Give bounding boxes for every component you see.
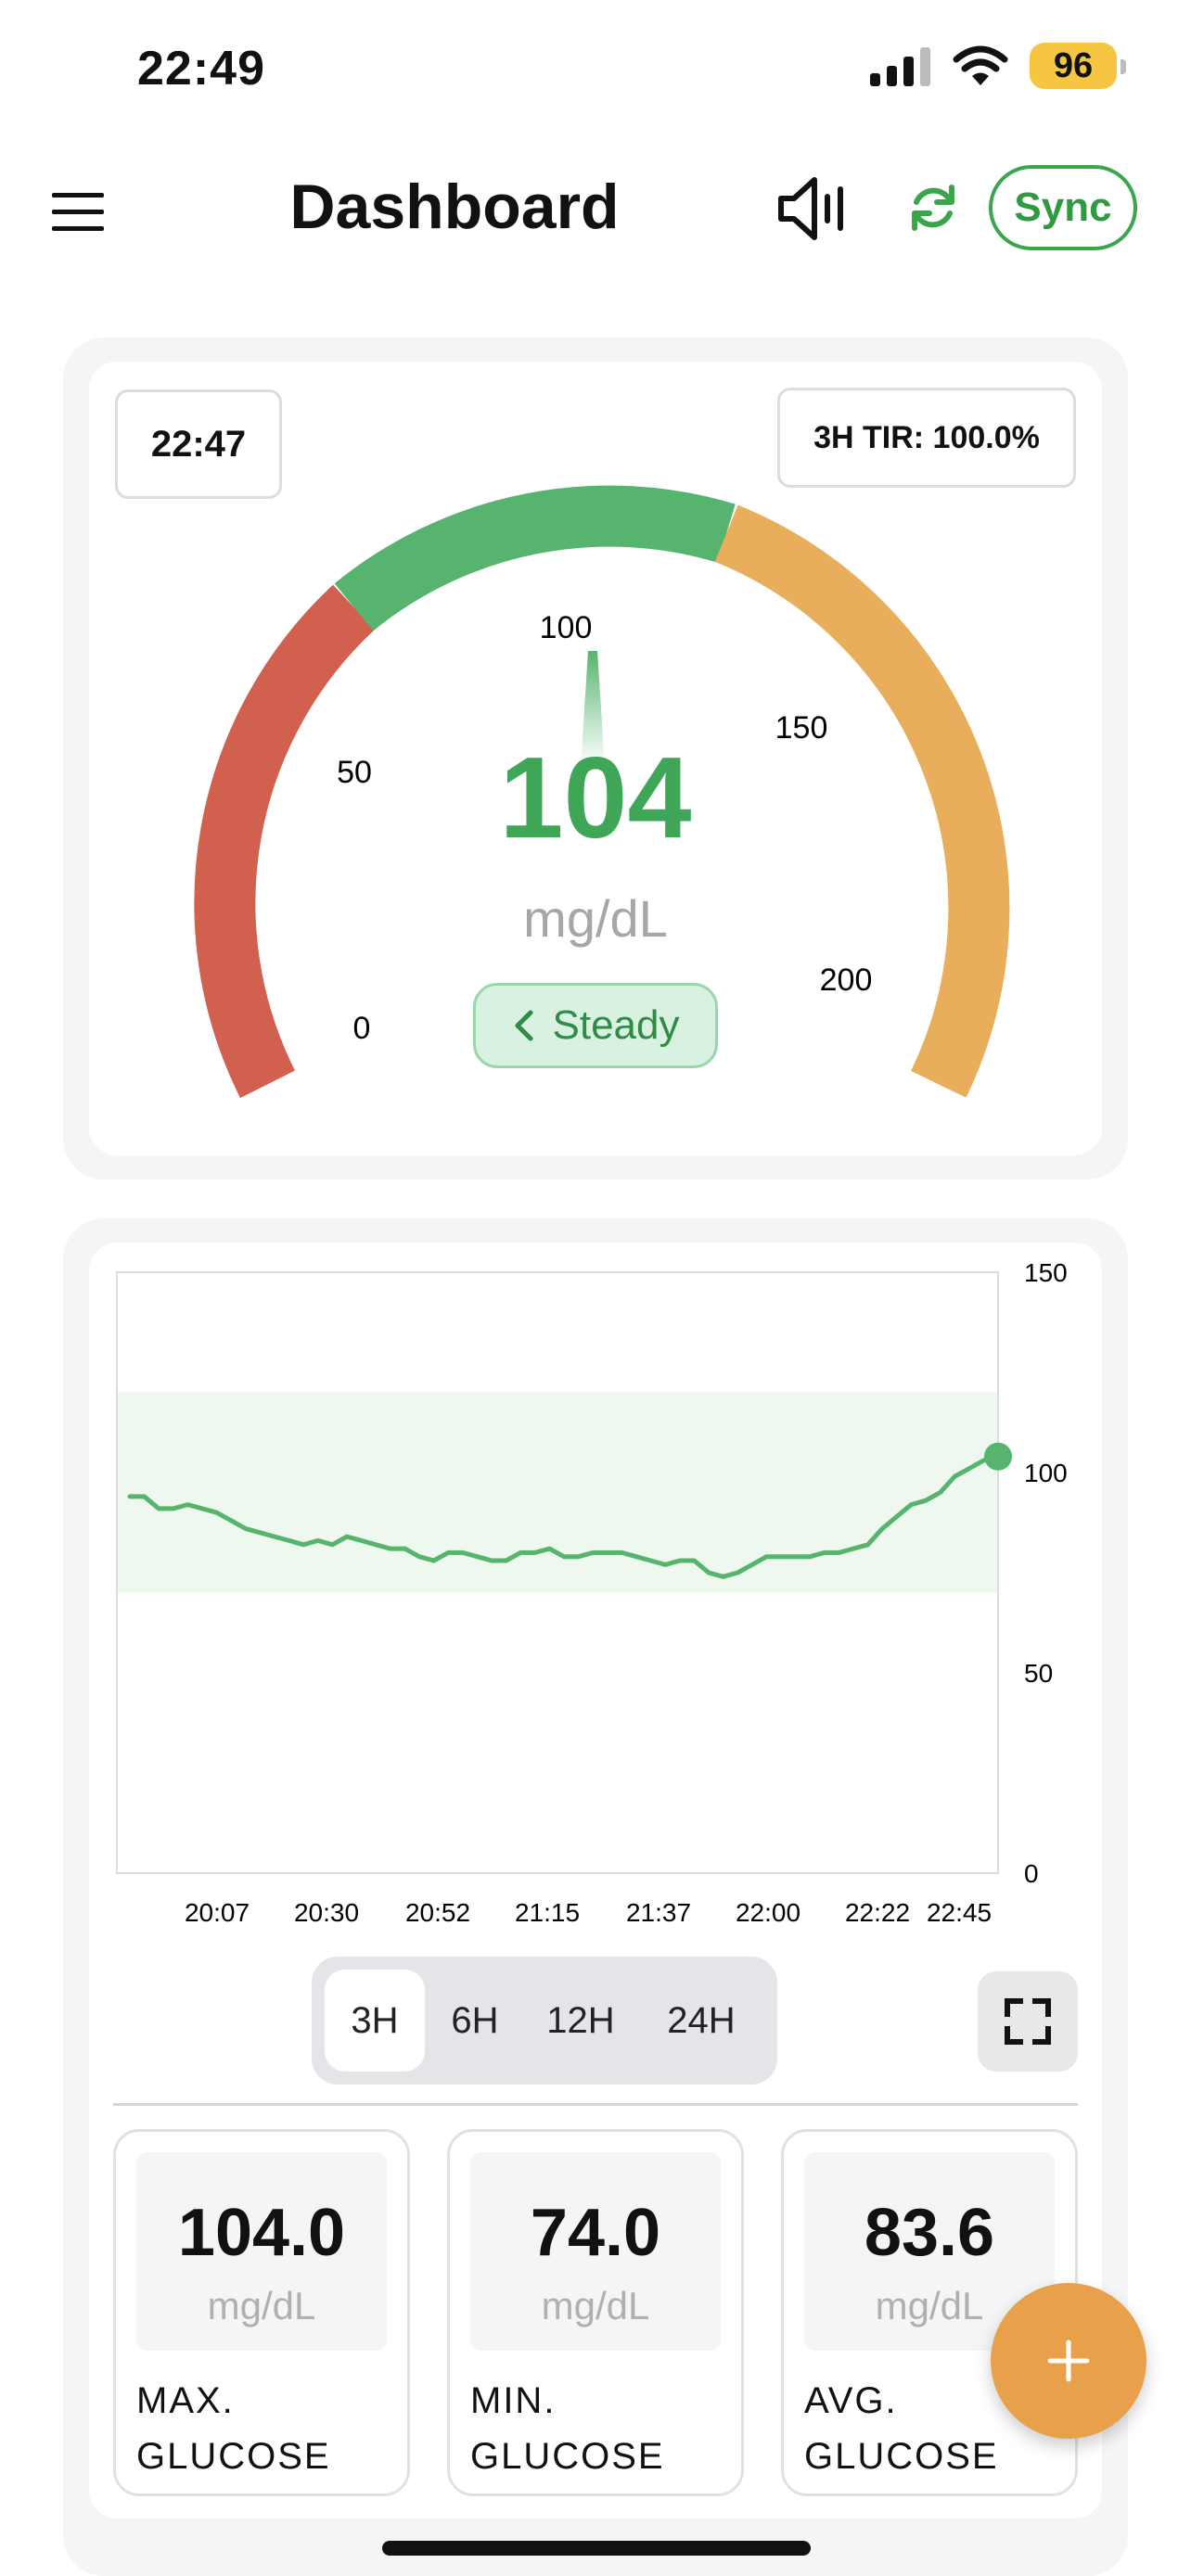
stat-value-box: 104.0 mg/dL — [136, 2152, 387, 2351]
plus-icon — [1047, 2340, 1090, 2382]
glucose-series-line — [127, 1454, 1001, 1579]
home-indicator — [382, 2541, 811, 2556]
stat-card-min: 74.0 mg/dL MIN. GLUCOSE — [447, 2129, 744, 2496]
gauge-needle — [581, 651, 605, 766]
max-glucose-value: 104.0 — [177, 2196, 346, 2270]
tab-12h[interactable]: 12H — [546, 1999, 615, 2041]
reading-time: 22:47 — [115, 389, 282, 499]
y-tick-label: 100 — [1024, 1459, 1068, 1487]
stat-value-box: 83.6 mg/dL — [804, 2152, 1055, 2351]
sync-button[interactable]: Sync — [989, 165, 1137, 250]
speaker-icon[interactable] — [775, 174, 848, 243]
hamburger-icon[interactable] — [52, 193, 104, 232]
stat-card-max: 104.0 mg/dL MAX. GLUCOSE — [113, 2129, 410, 2496]
gauge-tick-50: 50 — [337, 755, 372, 790]
time-range-selector: 3H 6H 12H 24H — [312, 1957, 777, 2085]
refresh-icon[interactable] — [905, 180, 961, 236]
gauge-tick-150: 150 — [775, 710, 828, 746]
min-glucose-label: MIN. GLUCOSE — [470, 2380, 665, 2477]
x-tick-label: 21:37 — [626, 1898, 691, 1927]
gauge-tick-100: 100 — [540, 610, 593, 645]
fullscreen-button[interactable] — [978, 1971, 1078, 2072]
status-time: 22:49 — [137, 42, 265, 96]
x-tick-label: 22:45 — [927, 1898, 992, 1927]
status-icons: 96 — [870, 43, 1126, 89]
max-glucose-label: MAX. GLUCOSE — [136, 2380, 331, 2477]
fullscreen-icon — [1005, 1998, 1051, 2045]
glucose-gauge: 0 50 100 150 200 — [194, 485, 1010, 1099]
glucose-unit: mg/dL — [523, 889, 668, 948]
stat-value-box: 74.0 mg/dL — [470, 2152, 721, 2351]
battery-indicator: 96 — [1030, 43, 1126, 89]
min-glucose-unit: mg/dL — [541, 2284, 650, 2327]
x-tick-label: 20:52 — [405, 1898, 470, 1927]
target-range-band — [118, 1392, 997, 1593]
glucose-chart: 150 100 50 0 20:07 20:30 20:52 21:15 21:37 22:00… — [116, 1258, 1068, 1927]
page-title: Dashboard — [289, 172, 620, 242]
x-tick-label: 22:00 — [736, 1898, 800, 1927]
gauge-tick-0: 0 — [353, 1011, 371, 1046]
x-tick-label: 21:15 — [515, 1898, 580, 1927]
gauge-low-arc — [194, 584, 376, 1099]
signal-icon — [870, 47, 930, 86]
gauge-tick-200: 200 — [820, 963, 873, 998]
x-tick-label: 20:30 — [294, 1898, 359, 1927]
tab-6h[interactable]: 6H — [451, 1999, 499, 2041]
trend-badge: Steady — [473, 983, 718, 1068]
avg-glucose-value: 83.6 — [864, 2196, 995, 2270]
tir-badge: 3H TIR: 100.0% — [777, 388, 1076, 488]
y-tick-label: 150 — [1024, 1258, 1068, 1287]
chevron-left-icon — [515, 1010, 532, 1041]
gauge-in-range-arc — [334, 485, 736, 631]
min-glucose-value: 74.0 — [530, 2196, 661, 2270]
gauge-high-arc — [714, 504, 1010, 1098]
wifi-icon — [953, 45, 1008, 85]
latest-reading-point — [984, 1442, 1012, 1471]
avg-glucose-label: AVG. GLUCOSE — [804, 2380, 999, 2477]
max-glucose-unit: mg/dL — [207, 2284, 316, 2327]
y-tick-label: 0 — [1024, 1859, 1039, 1888]
x-tick-label: 22:22 — [845, 1898, 910, 1927]
tab-3h[interactable]: 3H — [325, 1970, 425, 2072]
avg-glucose-unit: mg/dL — [875, 2284, 984, 2327]
y-tick-label: 50 — [1024, 1659, 1053, 1688]
divider — [113, 2103, 1078, 2106]
glucose-value: 104 — [499, 734, 692, 862]
add-button[interactable] — [991, 2283, 1146, 2439]
stat-card-avg: 83.6 mg/dL AVG. GLUCOSE — [781, 2129, 1078, 2496]
tab-24h[interactable]: 24H — [667, 1999, 736, 2041]
x-tick-label: 20:07 — [185, 1898, 250, 1927]
trend-label: Steady — [552, 1002, 680, 1048]
